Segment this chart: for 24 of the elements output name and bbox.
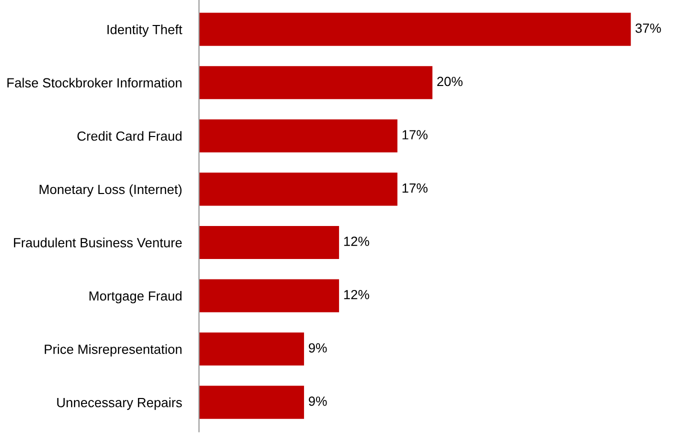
y-tick-label: Unnecessary Repairs: [57, 398, 182, 410]
bar: [199, 332, 304, 366]
bar: [199, 119, 398, 152]
bar: [199, 12, 631, 46]
data-label: 17%: [402, 130, 428, 140]
y-tick-label: Price Misrepresentation: [44, 344, 182, 357]
y-tick-label: Mortgage Fraud: [90, 290, 182, 304]
data-label: 9%: [308, 343, 327, 353]
y-tick-label: Identity Theft: [108, 24, 182, 37]
y-tick-label: Fraudulent Business Venture: [14, 238, 182, 248]
data-label: 20%: [437, 76, 463, 86]
data-label: 37%: [635, 24, 661, 33]
data-label: 17%: [402, 183, 428, 193]
data-label: 12%: [344, 290, 370, 300]
bar: [199, 226, 340, 259]
data-label: 9%: [308, 396, 327, 406]
y-tick-label: False Stockbroker Information: [7, 78, 182, 88]
bar: [199, 172, 398, 206]
y-tick-label: Credit Card Fraud: [77, 131, 182, 141]
y-tick-label: Monetary Loss (Internet): [40, 184, 182, 197]
data-label: 12%: [344, 236, 370, 246]
bar: [199, 66, 432, 100]
bar: [199, 279, 340, 312]
bar: [199, 386, 304, 419]
